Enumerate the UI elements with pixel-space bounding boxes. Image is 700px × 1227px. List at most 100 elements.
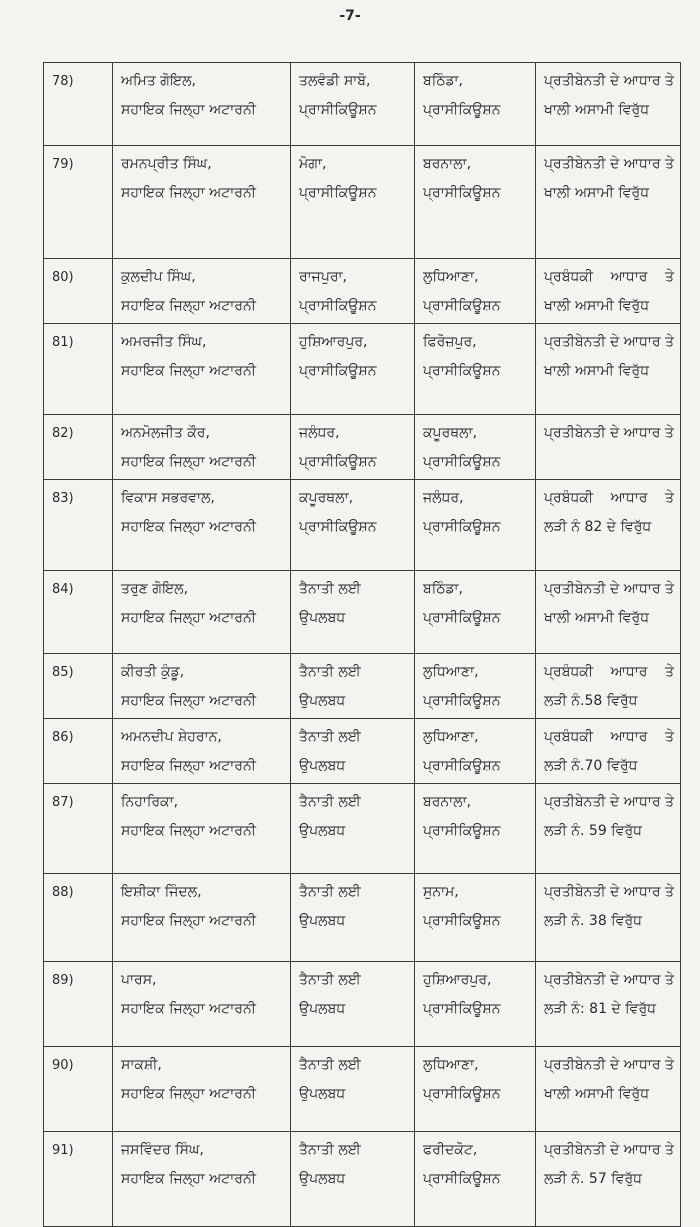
new-posting: ਬਰਨਾਲਾ,	[423, 156, 472, 172]
new-posting-dept: ਪ੍ਰਾਸੀਕਿਊਸ਼ਨ	[423, 758, 501, 774]
transfer-reason: ਪ੍ਰਤੀਬੇਨਤੀ ਦੇ ਆਧਾਰ ਤੇ ਲੜੀ ਨੰ. 59 ਵਿਰੁੱਧ	[535, 783, 681, 874]
officer-name: ਕੀਰਤੀ ਕੁੰਡੂ,	[121, 664, 185, 680]
officer-designation: ਸਹਾਇਕ ਜਿਲ੍ਹਾ ਅਟਾਰਨੀ	[121, 185, 256, 201]
current-posting-dept: ਪ੍ਰਾਸੀਕਿਊਸ਼ਨ	[299, 298, 377, 314]
officer-name: ਕੁਲਦੀਪ ਸਿੰਘ,	[121, 269, 196, 285]
officer-cell: ਰਮਨਪ੍ਰੀਤ ਸਿੰਘ, ਸਹਾਇਕ ਜਿਲ੍ਹਾ ਅਟਾਰਨੀ	[112, 145, 291, 259]
current-posting-dept: ਉਪਲਬਧ	[299, 1001, 346, 1017]
current-posting: ਤੈਨਾਤੀ ਲਈ	[299, 972, 361, 988]
new-posting-dept: ਪ੍ਰਾਸੀਕਿਊਸ਼ਨ	[423, 363, 501, 379]
officer-cell: ਸਾਕਸ਼ੀ, ਸਹਾਇਕ ਜਿਲ੍ਹਾ ਅਟਾਰਨੀ	[112, 1046, 291, 1132]
current-posting-cell: ਤੈਨਾਤੀ ਲਈ ਉਪਲਬਧ	[290, 961, 415, 1047]
officer-designation: ਸਹਾਇਕ ਜਿਲ੍ਹਾ ਅਟਾਰਨੀ	[121, 102, 256, 118]
new-posting-cell: ਬਠਿੰਡਾ, ਪ੍ਰਾਸੀਕਿਊਸ਼ਨ	[414, 62, 536, 146]
table-row: 91) ਜਸਵਿੰਦਰ ਸਿੰਘ, ਸਹਾਇਕ ਜਿਲ੍ਹਾ ਅਟਾਰਨੀ ਤੈਨਾਤ…	[43, 1131, 681, 1227]
new-posting: ਲੁਧਿਆਣਾ,	[423, 664, 479, 680]
officer-name: ਇਸ਼ੀਕਾ ਜਿੰਦਲ,	[121, 884, 202, 900]
officer-name: ਅਨਮੋਲਜੀਤ ਕੌਰ,	[121, 425, 210, 441]
new-posting-cell: ਲੁਧਿਆਣਾ, ਪ੍ਰਾਸੀਕਿਊਸ਼ਨ	[414, 258, 536, 324]
new-posting-cell: ਫਰੀਦਕੋਟ, ਪ੍ਰਾਸੀਕਿਊਸ਼ਨ	[414, 1131, 536, 1227]
current-posting-cell: ਤੈਨਾਤੀ ਲਈ ਉਪਲਬਧ	[290, 570, 415, 654]
current-posting-dept: ਉਪਲਬਧ	[299, 758, 346, 774]
transfer-reason: ਪ੍ਰਤੀਬੇਨਤੀ ਦੇ ਆਧਾਰ ਤੇ ਖਾਲੀ ਅਸਾਮੀ ਵਿਰੁੱਧ	[535, 570, 681, 654]
current-posting: ਰਾਜਪੁਰਾ,	[299, 269, 347, 285]
officer-designation: ਸਹਾਇਕ ਜਿਲ੍ਹਾ ਅਟਾਰਨੀ	[121, 913, 256, 929]
table-row: 87) ਨਿਹਾਰਿਕਾ, ਸਹਾਇਕ ਜਿਲ੍ਹਾ ਅਟਾਰਨੀ ਤੈਨਾਤੀ ਲਈ…	[43, 783, 681, 874]
officer-designation: ਸਹਾਇਕ ਜਿਲ੍ਹਾ ਅਟਾਰਨੀ	[121, 610, 256, 626]
transfer-reason: ਪ੍ਰਬੰਧਕੀ ਆਧਾਰ ਤੇ ਲੜੀ ਨੰ.58 ਵਿਰੁੱਧ	[535, 653, 681, 719]
table-row: 85) ਕੀਰਤੀ ਕੁੰਡੂ, ਸਹਾਇਕ ਜਿਲ੍ਹਾ ਅਟਾਰਨੀ ਤੈਨਾਤੀ…	[43, 653, 681, 719]
officer-name: ਤਰੁਣ ਗੋਇਲ,	[121, 581, 189, 597]
transfer-reason: ਪ੍ਰਬੰਧਕੀ ਆਧਾਰ ਤੇ ਲੜੀ ਨੰ 82 ਦੇ ਵਿਰੁੱਧ	[535, 479, 681, 571]
officer-designation: ਸਹਾਇਕ ਜਿਲ੍ਹਾ ਅਟਾਰਨੀ	[121, 758, 256, 774]
officer-cell: ਕੀਰਤੀ ਕੁੰਡੂ, ਸਹਾਇਕ ਜਿਲ੍ਹਾ ਅਟਾਰਨੀ	[112, 653, 291, 719]
officer-designation: ਸਹਾਇਕ ਜਿਲ੍ਹਾ ਅਟਾਰਨੀ	[121, 693, 256, 709]
current-posting-cell: ਤੈਨਾਤੀ ਲਈ ਉਪਲਬਧ	[290, 1131, 415, 1227]
serial-number: 79)	[43, 145, 113, 259]
table-row: 88) ਇਸ਼ੀਕਾ ਜਿੰਦਲ, ਸਹਾਇਕ ਜਿਲ੍ਹਾ ਅਟਾਰਨੀ ਤੈਨਾਤ…	[43, 873, 681, 962]
serial-number: 81)	[43, 323, 113, 415]
current-posting-dept: ਉਪਲਬਧ	[299, 1171, 346, 1187]
table-row: 80) ਕੁਲਦੀਪ ਸਿੰਘ, ਸਹਾਇਕ ਜਿਲ੍ਹਾ ਅਟਾਰਨੀ ਰਾਜਪੁਰ…	[43, 258, 681, 324]
current-posting-dept: ਪ੍ਰਾਸੀਕਿਊਸ਼ਨ	[299, 185, 377, 201]
table-row: 78) ਅਮਿਤ ਗੋਇਲ, ਸਹਾਇਕ ਜਿਲ੍ਹਾ ਅਟਾਰਨੀ ਤਲਵੰਡੀ ਸ…	[43, 62, 681, 146]
officer-name: ਜਸਵਿੰਦਰ ਸਿੰਘ,	[121, 1142, 204, 1158]
serial-number: 86)	[43, 718, 113, 784]
new-posting: ਸੁਨਾਮ,	[423, 884, 459, 900]
officer-designation: ਸਹਾਇਕ ਜਿਲ੍ਹਾ ਅਟਾਰਨੀ	[121, 1086, 256, 1102]
table-row: 86) ਅਮਨਦੀਪ ਸ਼ੇਹਰਾਨ, ਸਹਾਇਕ ਜਿਲ੍ਹਾ ਅਟਾਰਨੀ ਤੈਨ…	[43, 718, 681, 784]
table-row: 81) ਅਮਰਜੀਤ ਸਿੰਘ, ਸਹਾਇਕ ਜਿਲ੍ਹਾ ਅਟਾਰਨੀ ਹੁਸ਼ਿਆ…	[43, 323, 681, 415]
transfer-reason: ਪ੍ਰਤੀਬੇਨਤੀ ਦੇ ਆਧਾਰ ਤੇ ਖਾਲੀ ਅਸਾਮੀ ਵਿਰੁੱਧ	[535, 1046, 681, 1132]
current-posting-cell: ਤਲਵੰਡੀ ਸਾਬੋ, ਪ੍ਰਾਸੀਕਿਊਸ਼ਨ	[290, 62, 415, 146]
transfer-reason: ਪ੍ਰਤੀਬੇਨਤੀ ਦੇ ਆਧਾਰ ਤੇ ਖਾਲੀ ਅਸਾਮੀ ਵਿਰੁੱਧ	[535, 62, 681, 146]
current-posting-cell: ਜਲੰਧਰ, ਪ੍ਰਾਸੀਕਿਊਸ਼ਨ	[290, 414, 415, 480]
officer-name: ਰਮਨਪ੍ਰੀਤ ਸਿੰਘ,	[121, 156, 212, 172]
page-number: -7-	[339, 8, 361, 24]
table-row: 82) ਅਨਮੋਲਜੀਤ ਕੌਰ, ਸਹਾਇਕ ਜਿਲ੍ਹਾ ਅਟਾਰਨੀ ਜਲੰਧਰ…	[43, 414, 681, 480]
officer-name: ਅਮਨਦੀਪ ਸ਼ੇਹਰਾਨ,	[121, 729, 222, 745]
current-posting-dept: ਉਪਲਬਧ	[299, 823, 346, 839]
officer-cell: ਪਾਰਸ, ਸਹਾਇਕ ਜਿਲ੍ਹਾ ਅਟਾਰਨੀ	[112, 961, 291, 1047]
current-posting-dept: ਪ੍ਰਾਸੀਕਿਊਸ਼ਨ	[299, 454, 377, 470]
new-posting-cell: ਜਲੰਧਰ, ਪ੍ਰਾਸੀਕਿਊਸ਼ਨ	[414, 479, 536, 571]
serial-number: 78)	[43, 62, 113, 146]
new-posting-dept: ਪ੍ਰਾਸੀਕਿਊਸ਼ਨ	[423, 298, 501, 314]
serial-number: 85)	[43, 653, 113, 719]
serial-number: 87)	[43, 783, 113, 874]
new-posting-cell: ਬਠਿੰਡਾ, ਪ੍ਰਾਸੀਕਿਊਸ਼ਨ	[414, 570, 536, 654]
current-posting-dept: ਉਪਲਬਧ	[299, 610, 346, 626]
new-posting: ਹੁਸ਼ਿਆਰਪੁਰ,	[423, 972, 492, 988]
officer-cell: ਇਸ਼ੀਕਾ ਜਿੰਦਲ, ਸਹਾਇਕ ਜਿਲ੍ਹਾ ਅਟਾਰਨੀ	[112, 873, 291, 962]
current-posting-dept: ਉਪਲਬਧ	[299, 913, 346, 929]
serial-number: 84)	[43, 570, 113, 654]
new-posting: ਲੁਧਿਆਣਾ,	[423, 269, 479, 285]
current-posting-dept: ਪ੍ਰਾਸੀਕਿਊਸ਼ਨ	[299, 102, 377, 118]
current-posting: ਤੈਨਾਤੀ ਲਈ	[299, 581, 361, 597]
new-posting-dept: ਪ੍ਰਾਸੀਕਿਊਸ਼ਨ	[423, 519, 501, 535]
new-posting: ਕਪੂਰਥਲਾ,	[423, 425, 478, 441]
current-posting: ਤੈਨਾਤੀ ਲਈ	[299, 1057, 361, 1073]
current-posting-cell: ਤੈਨਾਤੀ ਲਈ ਉਪਲਬਧ	[290, 1046, 415, 1132]
officer-cell: ਨਿਹਾਰਿਕਾ, ਸਹਾਇਕ ਜਿਲ੍ਹਾ ਅਟਾਰਨੀ	[112, 783, 291, 874]
officer-cell: ਅਮਰਜੀਤ ਸਿੰਘ, ਸਹਾਇਕ ਜਿਲ੍ਹਾ ਅਟਾਰਨੀ	[112, 323, 291, 415]
officer-designation: ਸਹਾਇਕ ਜਿਲ੍ਹਾ ਅਟਾਰਨੀ	[121, 823, 256, 839]
current-posting-dept: ਪ੍ਰਾਸੀਕਿਊਸ਼ਨ	[299, 363, 377, 379]
new-posting-cell: ਹੁਸ਼ਿਆਰਪੁਰ, ਪ੍ਰਾਸੀਕਿਊਸ਼ਨ	[414, 961, 536, 1047]
officer-designation: ਸਹਾਇਕ ਜਿਲ੍ਹਾ ਅਟਾਰਨੀ	[121, 519, 256, 535]
current-posting: ਤੈਨਾਤੀ ਲਈ	[299, 1142, 361, 1158]
officer-designation: ਸਹਾਇਕ ਜਿਲ੍ਹਾ ਅਟਾਰਨੀ	[121, 454, 256, 470]
current-posting-dept: ਪ੍ਰਾਸੀਕਿਊਸ਼ਨ	[299, 519, 377, 535]
transfer-reason: ਪ੍ਰਤੀਬੇਨਤੀ ਦੇ ਆਧਾਰ ਤੇ ਲੜੀ ਨੰ: 81 ਦੇ ਵਿਰੁ…	[535, 961, 681, 1047]
new-posting-dept: ਪ੍ਰਾਸੀਕਿਊਸ਼ਨ	[423, 454, 501, 470]
current-posting-cell: ਤੈਨਾਤੀ ਲਈ ਉਪਲਬਧ	[290, 783, 415, 874]
officer-cell: ਜਸਵਿੰਦਰ ਸਿੰਘ, ਸਹਾਇਕ ਜਿਲ੍ਹਾ ਅਟਾਰਨੀ	[112, 1131, 291, 1227]
current-posting: ਹੁਸ਼ਿਆਰਪੁਰ,	[299, 334, 368, 350]
officer-designation: ਸਹਾਇਕ ਜਿਲ੍ਹਾ ਅਟਾਰਨੀ	[121, 1171, 256, 1187]
new-posting-cell: ਲੁਧਿਆਣਾ, ਪ੍ਰਾਸੀਕਿਊਸ਼ਨ	[414, 653, 536, 719]
serial-number: 82)	[43, 414, 113, 480]
officer-name: ਸਾਕਸ਼ੀ,	[121, 1057, 162, 1073]
new-posting-cell: ਬਰਨਾਲਾ, ਪ੍ਰਾਸੀਕਿਊਸ਼ਨ	[414, 145, 536, 259]
table-row: 90) ਸਾਕਸ਼ੀ, ਸਹਾਇਕ ਜਿਲ੍ਹਾ ਅਟਾਰਨੀ ਤੈਨਾਤੀ ਲਈ ਉਪ…	[43, 1046, 681, 1132]
table-row: 79) ਰਮਨਪ੍ਰੀਤ ਸਿੰਘ, ਸਹਾਇਕ ਜਿਲ੍ਹਾ ਅਟਾਰਨੀ ਮੋਗਾ…	[43, 145, 681, 259]
new-posting-dept: ਪ੍ਰਾਸੀਕਿਊਸ਼ਨ	[423, 102, 501, 118]
